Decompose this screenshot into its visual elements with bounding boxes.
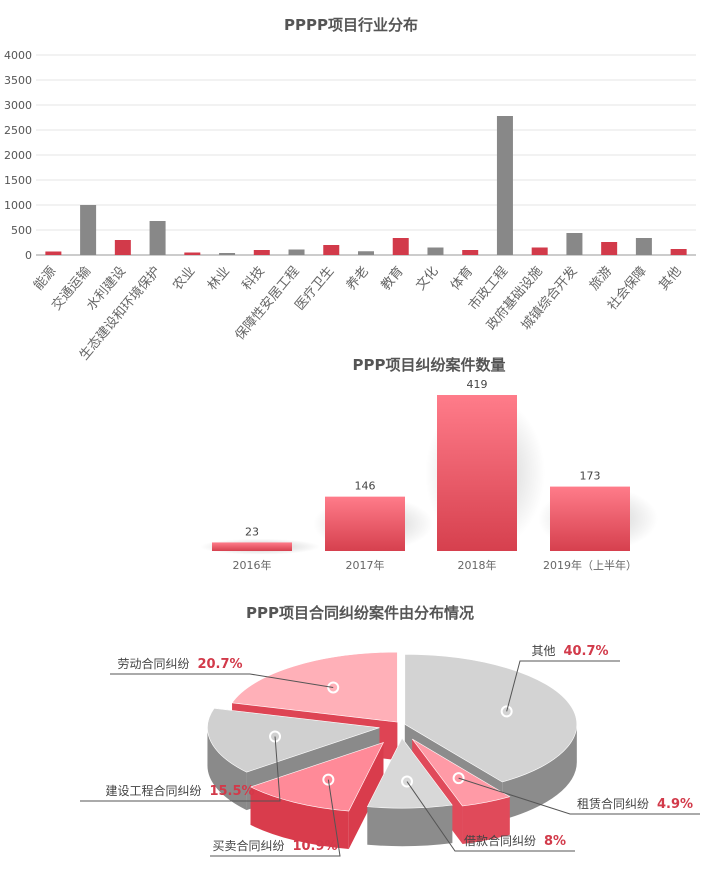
chart2-bar: [550, 486, 630, 551]
chart1-bar: [496, 116, 513, 255]
chart3-slice-top: [412, 738, 511, 807]
chart3-slice-label: 其他 40.7%: [531, 644, 608, 659]
chart3-slice: [249, 741, 385, 850]
chart3-slice-top: [207, 708, 380, 773]
chart3-slice-top: [404, 653, 578, 783]
chart2-category-label: 2017年: [346, 558, 385, 572]
chart3-marker: [322, 773, 335, 786]
chart1-y-tick: 1500: [4, 174, 32, 187]
chart3-leader-line: [406, 781, 575, 852]
chart2-bar: [325, 496, 405, 551]
chart2-data-label: 23: [245, 525, 259, 538]
chart1-y-tick: 2000: [4, 149, 32, 162]
chart1-bar: [531, 247, 548, 255]
chart1-y-tick: 3500: [4, 74, 32, 87]
chart1-bar: [427, 247, 444, 255]
chart3-marker: [452, 772, 465, 785]
chart3-marker: [500, 705, 513, 718]
chart1-bar: [288, 249, 305, 255]
chart3-slice-side: [367, 805, 453, 847]
chart3-leader-line: [80, 736, 281, 802]
chart1-y-tick: 0: [25, 249, 32, 262]
chart1-y-tick: 1000: [4, 199, 32, 212]
chart1-bar: [601, 242, 618, 255]
chart1-bar: [184, 252, 201, 255]
chart1-y-tick: 500: [11, 224, 32, 237]
chart1-category-label: 教育: [378, 263, 407, 293]
chart2-title: PPP项目纠纷案件数量: [353, 356, 506, 374]
chart1-category-label: 体育: [447, 263, 476, 293]
chart1-bar: [149, 221, 166, 255]
chart1-y-tick: 3000: [4, 99, 32, 112]
chart1-category-label: 旅游: [587, 264, 615, 294]
chart1-y-tick: 2500: [4, 124, 32, 137]
chart3-slice: [366, 737, 453, 847]
chart1-bar: [670, 249, 687, 255]
chart2-data-label: 173: [580, 470, 601, 483]
chart3-slice-label: 买卖合同纠纷 10.9%: [212, 838, 337, 854]
chart3-leader-line: [210, 779, 341, 857]
chart1-bars: [45, 116, 687, 255]
chart1-bar: [253, 250, 270, 255]
chart1-y-tick: 4000: [4, 49, 32, 62]
chart1-category-label: 其他: [656, 264, 684, 294]
chart1-bar: [114, 240, 131, 255]
chart1-bar: [323, 245, 340, 255]
chart1-title: PPPP项目行业分布: [284, 16, 418, 34]
chart3-leader-line: [458, 777, 700, 815]
chart1-bar: [635, 238, 652, 255]
chart3-marker: [327, 681, 340, 694]
chart1-category-label: 科技: [240, 264, 268, 294]
chart3-slice-label: 租赁合同纠纷 4.9%: [577, 796, 693, 812]
chart1-bar: [45, 251, 62, 255]
chart3-title: PPP项目合同纠纷案件由分布情况: [246, 604, 474, 622]
chart2-data-label: 146: [355, 480, 376, 493]
chart3-slice-side: [502, 724, 577, 820]
chart1-category-label: 能源: [31, 264, 59, 294]
chart3-slice-top: [366, 737, 453, 809]
chart3-slice-side: [207, 727, 247, 811]
chart1-grid: [36, 54, 696, 256]
chart1-category-label: 养老: [343, 263, 372, 293]
chart2-bar: [212, 542, 292, 551]
chart3-leader-line: [110, 673, 334, 688]
chart1-category-label: 农业: [170, 264, 198, 294]
chart2-category-label: 2016年: [233, 558, 272, 572]
chart3-slice-top: [231, 651, 398, 723]
chart3-labels: 其他 40.7% 租赁合同纠纷 4.9% 借款合同纠纷 8% 买卖合同纠纷 10.9% 建设工程…: [80, 644, 700, 857]
chart1-bar: [80, 205, 97, 255]
chart3-slice-label: 借款合同纠纷 8%: [464, 833, 566, 849]
chart1-bar: [219, 253, 236, 255]
chart1-category-label: 文化: [413, 264, 441, 294]
chart3-slice-top: [249, 741, 385, 812]
chart1-bar: [566, 233, 583, 255]
chart3-slice-label: 劳动合同纠纷 20.7%: [117, 656, 242, 672]
chart1-bar: [358, 251, 374, 255]
chart1-y-axis: 0 500 1000 1500 2000 2500 3000 3500 4000: [4, 49, 32, 262]
chart3-slice-side: [250, 786, 349, 850]
chart3-slice-label: 建设工程合同纠纷 15.5%: [105, 783, 254, 799]
chart3-leader-line: [506, 660, 620, 712]
chart1-bar: [392, 238, 409, 255]
chart2-category-label: 2018年: [458, 558, 497, 572]
chart3-marker: [401, 775, 414, 788]
chart3-slice-side: [462, 796, 510, 845]
chart3-pie: [207, 651, 578, 850]
chart2-bars: 23 2016年 146 2017年 419 2018年 173 2019年（上半年）: [200, 378, 658, 572]
chart2-category-label: 2019年（上半年）: [543, 558, 637, 572]
chart2-bar: [437, 395, 517, 551]
chart2-data-label: 419: [467, 378, 488, 391]
chart1-category-label: 林业: [205, 264, 233, 294]
chart1-bar: [462, 250, 479, 255]
